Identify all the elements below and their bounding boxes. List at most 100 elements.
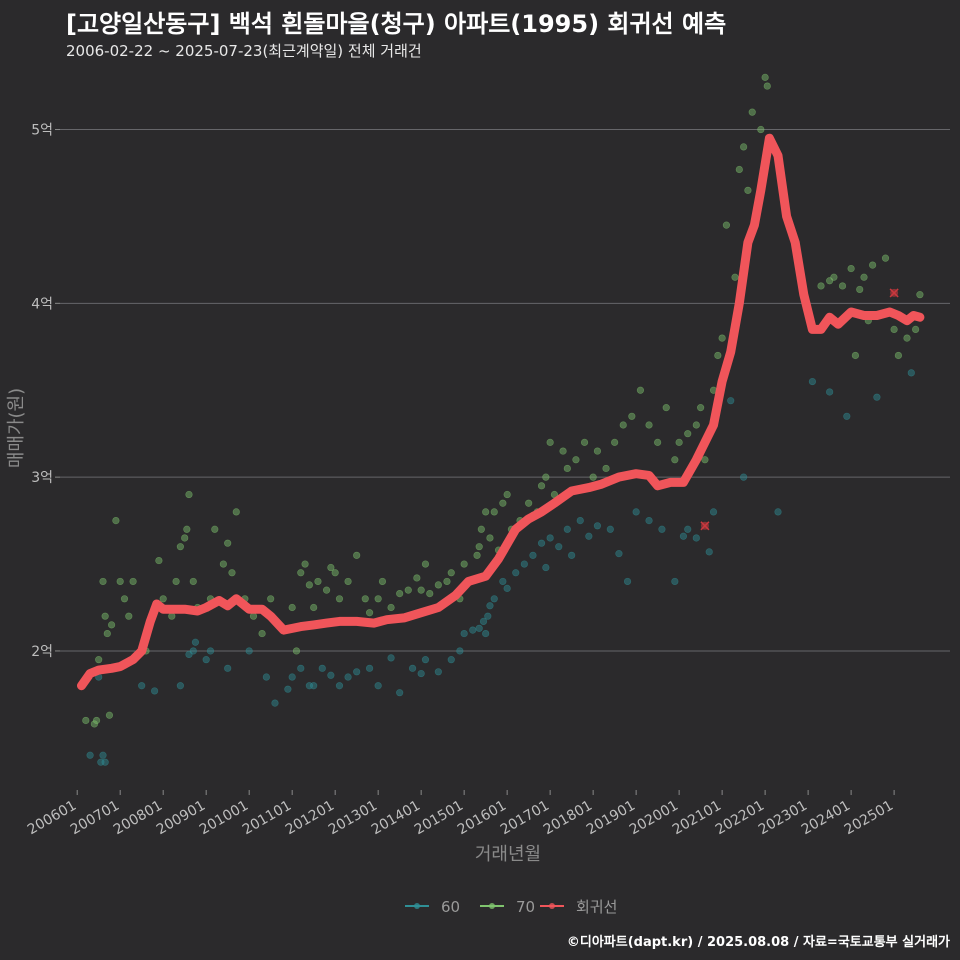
- data-point-60: [537, 539, 546, 547]
- data-point-70: [105, 711, 114, 719]
- data-point-70: [189, 577, 197, 586]
- x-tick-label: 202201: [713, 798, 767, 839]
- data-point-60: [475, 624, 483, 632]
- data-point-60: [479, 617, 488, 626]
- data-point-70: [95, 656, 103, 664]
- data-point-60: [191, 638, 200, 646]
- data-point-70: [82, 716, 90, 725]
- data-point-70: [722, 221, 731, 229]
- data-point-60: [808, 377, 817, 386]
- data-point-60: [327, 671, 335, 679]
- data-point-70: [297, 569, 305, 577]
- data-point-60: [512, 569, 520, 577]
- data-point-70: [331, 569, 339, 577]
- data-point-60: [224, 664, 232, 672]
- x-tick-label: 201401: [369, 798, 423, 839]
- data-point-70: [103, 629, 111, 638]
- data-point-60: [469, 626, 477, 634]
- data-point-70: [288, 603, 296, 612]
- data-point-60: [563, 525, 571, 533]
- scatter-points: [82, 73, 924, 766]
- excluded-mark-x: [889, 288, 899, 298]
- data-point-70: [185, 490, 193, 499]
- data-point-70: [503, 490, 511, 499]
- data-point-70: [744, 186, 752, 194]
- y-tick-label: 4억: [31, 296, 53, 312]
- data-point-70: [740, 143, 748, 151]
- data-point-70: [761, 73, 769, 81]
- x-axis-label: 거래년월: [475, 844, 541, 865]
- data-point-70: [486, 534, 494, 542]
- x-tick-label: 201001: [197, 798, 251, 839]
- data-point-70: [546, 438, 554, 446]
- data-point-70: [572, 456, 580, 464]
- data-point-70: [421, 560, 430, 568]
- data-point-60: [318, 664, 326, 672]
- data-point-60: [555, 543, 563, 551]
- data-point-70: [361, 595, 369, 603]
- x-tick-label: 201901: [584, 798, 638, 839]
- data-point-60: [593, 522, 602, 530]
- chart-caption: ©디아파트(dapt.kr) / 2025.08.08 / 자료=국토교통부 실…: [566, 935, 950, 950]
- x-tick-label: 202301: [756, 798, 810, 839]
- data-point-60: [310, 682, 318, 690]
- x-tick-label: 200701: [68, 798, 122, 839]
- data-point-60: [826, 388, 834, 396]
- data-point-70: [714, 351, 722, 360]
- data-point-60: [873, 393, 881, 401]
- data-point-60: [486, 602, 494, 610]
- data-point-70: [314, 577, 322, 586]
- data-point-60: [705, 548, 713, 556]
- data-point-70: [387, 603, 395, 612]
- data-point-60: [520, 560, 528, 568]
- data-point-70: [602, 464, 610, 473]
- y-axis-label: 매매가(원): [6, 388, 27, 468]
- data-point-70: [735, 165, 743, 174]
- data-point-60: [284, 685, 292, 693]
- data-point-70: [482, 508, 490, 516]
- data-point-60: [353, 668, 361, 676]
- data-point-60: [503, 584, 511, 592]
- x-tick-label: 201501: [412, 798, 466, 839]
- excluded-marks: [700, 288, 899, 531]
- data-point-70: [860, 273, 868, 281]
- legend-swatch-dot: [489, 903, 495, 909]
- x-tick-label: 202001: [627, 798, 681, 839]
- data-point-70: [404, 586, 412, 594]
- data-point-70: [219, 560, 227, 568]
- data-point-70: [181, 534, 189, 542]
- data-point-60: [374, 682, 382, 690]
- data-point-70: [757, 125, 765, 134]
- data-point-60: [456, 647, 464, 655]
- data-point-70: [692, 421, 700, 429]
- data-point-60: [417, 669, 425, 678]
- data-point-70: [748, 108, 756, 116]
- data-point-70: [211, 525, 219, 533]
- data-point-60: [684, 525, 692, 533]
- data-point-70: [490, 508, 498, 516]
- x-tick-label: 201301: [326, 798, 380, 839]
- data-point-70: [183, 525, 191, 533]
- data-point-70: [224, 539, 232, 547]
- x-tick-label: 202501: [842, 798, 896, 839]
- data-point-60: [484, 612, 492, 620]
- data-point-70: [525, 499, 533, 507]
- data-point-70: [477, 525, 485, 533]
- data-point-70: [413, 574, 421, 582]
- data-point-70: [662, 404, 670, 412]
- data-point-70: [426, 589, 434, 598]
- data-point-60: [632, 508, 640, 516]
- legend-label: 회귀선: [576, 898, 617, 916]
- data-point-60: [546, 534, 554, 542]
- data-point-70: [619, 421, 627, 429]
- data-point-60: [576, 516, 584, 525]
- data-point-60: [482, 629, 490, 638]
- data-point-70: [159, 595, 167, 603]
- data-point-60: [907, 369, 915, 377]
- data-point-70: [473, 551, 481, 559]
- data-point-60: [460, 629, 468, 638]
- data-point-60: [305, 682, 313, 690]
- y-tick-label: 2억: [31, 644, 53, 660]
- data-point-60: [447, 656, 455, 664]
